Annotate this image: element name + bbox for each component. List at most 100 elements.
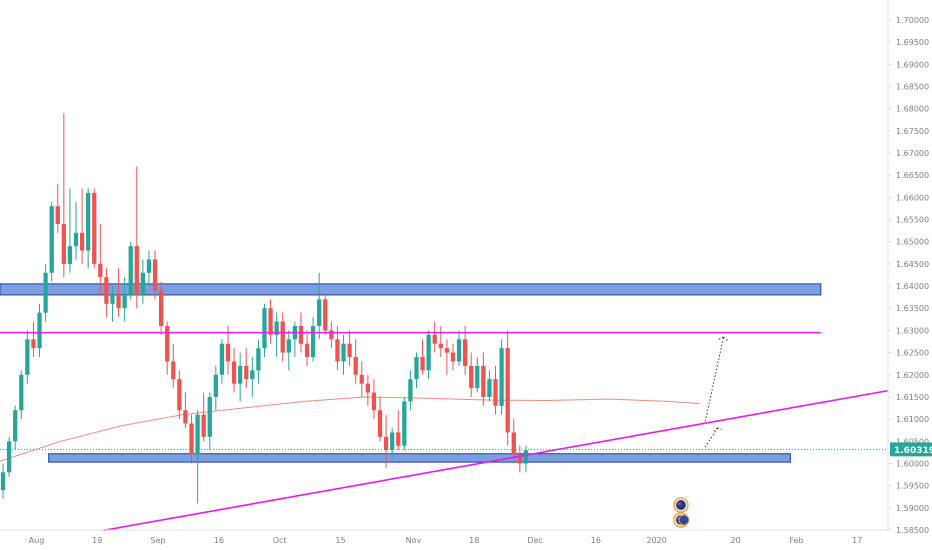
- candle[interactable]: [79, 188, 85, 264]
- candle[interactable]: [122, 277, 127, 322]
- candle[interactable]: [207, 392, 212, 451]
- candle[interactable]: [171, 343, 176, 389]
- candle[interactable]: [158, 281, 164, 335]
- candle[interactable]: [92, 188, 97, 269]
- candle[interactable]: [256, 339, 261, 384]
- candle[interactable]: [462, 325, 468, 375]
- candle[interactable]: [268, 299, 273, 344]
- candle[interactable]: [67, 188, 73, 273]
- candle[interactable]: [304, 330, 310, 366]
- candle[interactable]: [165, 321, 170, 375]
- candle[interactable]: [244, 348, 249, 389]
- candle[interactable]: [353, 339, 358, 384]
- candle[interactable]: [140, 259, 146, 304]
- candle[interactable]: [86, 188, 91, 269]
- candle[interactable]: [426, 330, 431, 380]
- projection-arrowhead: [723, 336, 729, 342]
- candle[interactable]: [402, 396, 407, 451]
- candle[interactable]: [104, 268, 109, 318]
- candle[interactable]: [0, 463, 6, 499]
- support-zone[interactable]: [48, 453, 791, 463]
- candle-body: [408, 379, 413, 402]
- candle[interactable]: [523, 445, 529, 473]
- candle[interactable]: [6, 436, 12, 477]
- candle[interactable]: [511, 419, 516, 464]
- candle[interactable]: [469, 352, 474, 397]
- candle[interactable]: [359, 361, 364, 397]
- candle[interactable]: [152, 250, 158, 300]
- candle[interactable]: [219, 339, 225, 384]
- candle[interactable]: [110, 286, 115, 322]
- candle[interactable]: [25, 330, 30, 384]
- candle-body: [134, 246, 139, 295]
- candle[interactable]: [475, 357, 480, 393]
- candle[interactable]: [183, 392, 188, 428]
- candles[interactable]: [0, 113, 529, 504]
- candle[interactable]: [286, 330, 291, 371]
- flag-event-icon[interactable]: [673, 497, 689, 513]
- candle[interactable]: [189, 414, 194, 464]
- candle[interactable]: [128, 241, 133, 300]
- drawn-lines[interactable]: [0, 331, 888, 532]
- candle[interactable]: [262, 303, 267, 358]
- candle[interactable]: [408, 370, 413, 411]
- candle[interactable]: [19, 370, 24, 420]
- candle[interactable]: [116, 268, 121, 318]
- candle[interactable]: [438, 325, 443, 358]
- candle[interactable]: [499, 339, 504, 415]
- candle[interactable]: [450, 343, 456, 371]
- candle[interactable]: [195, 410, 200, 504]
- candle[interactable]: [280, 312, 285, 362]
- candle[interactable]: [37, 303, 42, 358]
- candle[interactable]: [49, 201, 54, 282]
- candle[interactable]: [347, 330, 352, 366]
- candle[interactable]: [274, 312, 279, 358]
- candle[interactable]: [43, 263, 48, 322]
- candle[interactable]: [371, 379, 377, 420]
- candle[interactable]: [481, 352, 486, 406]
- candle[interactable]: [317, 272, 322, 340]
- candle[interactable]: [134, 166, 139, 309]
- trendline[interactable]: [103, 389, 888, 532]
- candle[interactable]: [201, 392, 206, 442]
- candle[interactable]: [487, 370, 492, 402]
- candle[interactable]: [505, 330, 510, 446]
- candle[interactable]: [238, 352, 243, 402]
- candle[interactable]: [390, 427, 395, 460]
- candle[interactable]: [517, 445, 522, 473]
- candle[interactable]: [420, 339, 425, 375]
- candle[interactable]: [432, 321, 437, 353]
- event-icons[interactable]: [673, 497, 690, 528]
- candle[interactable]: [250, 357, 255, 397]
- candle[interactable]: [177, 370, 182, 420]
- candle[interactable]: [73, 201, 79, 260]
- candle[interactable]: [231, 348, 237, 393]
- candle[interactable]: [146, 250, 152, 287]
- flag-event-icon[interactable]: [673, 512, 690, 528]
- candle[interactable]: [329, 321, 334, 349]
- candle[interactable]: [456, 330, 462, 366]
- candle[interactable]: [493, 365, 498, 415]
- candle[interactable]: [444, 339, 450, 375]
- candle[interactable]: [365, 374, 370, 406]
- resistance-zone[interactable]: [0, 283, 822, 296]
- candle-body: [426, 334, 431, 371]
- candle[interactable]: [310, 317, 316, 362]
- candle-body: [146, 259, 152, 273]
- candle[interactable]: [292, 321, 298, 358]
- candle[interactable]: [383, 414, 389, 468]
- candle[interactable]: [98, 223, 103, 295]
- candle[interactable]: [377, 396, 383, 442]
- price-axis[interactable]: [0, 0, 889, 531]
- candle[interactable]: [414, 352, 419, 389]
- candle[interactable]: [213, 365, 218, 411]
- candle[interactable]: [13, 405, 18, 451]
- candle[interactable]: [31, 321, 36, 358]
- candle[interactable]: [55, 184, 60, 233]
- candle[interactable]: [61, 113, 66, 278]
- candle[interactable]: [396, 410, 401, 451]
- candle[interactable]: [225, 325, 231, 375]
- candle[interactable]: [341, 334, 346, 375]
- candle[interactable]: [323, 294, 328, 335]
